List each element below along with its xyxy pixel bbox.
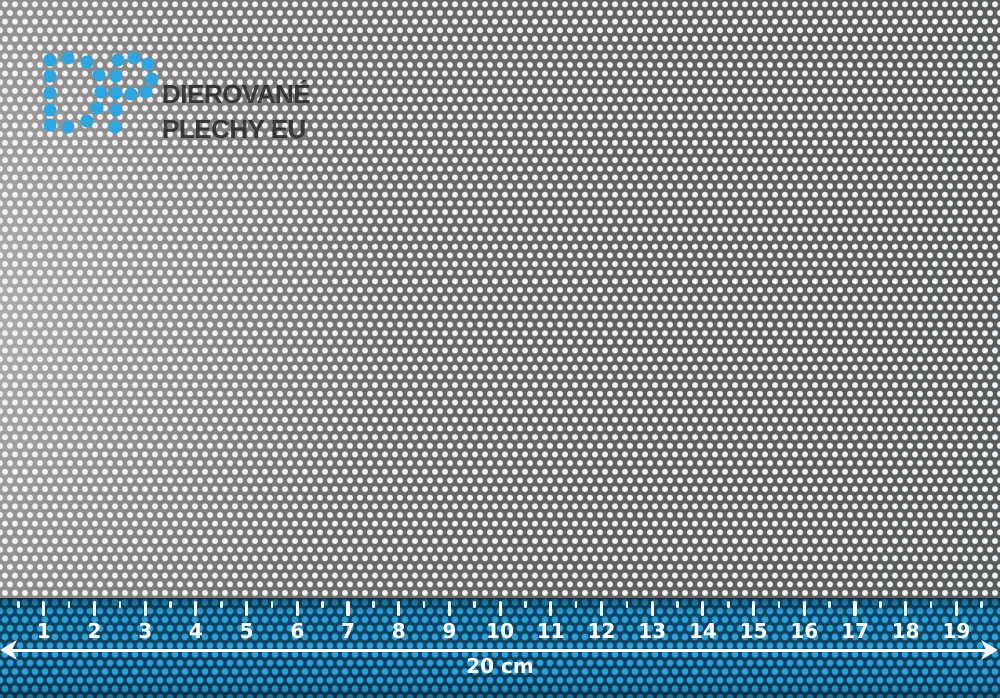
ruler-tick-major: [549, 601, 553, 616]
ruler-tick-major: [447, 601, 451, 616]
ruler-number: 6: [290, 619, 305, 643]
ruler-tick-minor: [524, 601, 527, 608]
ruler-tick-major: [904, 601, 908, 616]
ruler-tick-major: [92, 601, 97, 616]
ruler-number: 5: [239, 619, 254, 643]
ruler-tick-minor: [270, 601, 274, 608]
ruler-number: 4: [188, 619, 203, 643]
ruler-number: 15: [739, 619, 768, 643]
ruler-tick-minor: [879, 601, 882, 608]
ruler-tick-minor: [169, 601, 172, 608]
ruler-number: 17: [841, 619, 869, 643]
ruler-number: 10: [486, 619, 515, 643]
ruler-number: 1: [36, 619, 51, 643]
ruler-number: 3: [138, 619, 153, 643]
ruler-number: 2: [87, 619, 102, 643]
ruler-number: 18: [891, 619, 920, 643]
ruler-tick-major: [245, 601, 249, 616]
ruler-tick-major: [295, 601, 299, 616]
ruler-tick-major: [954, 601, 958, 616]
ruler-number: 16: [790, 619, 819, 643]
ruler-tick-major: [397, 601, 401, 616]
ruler-tick-major: [701, 601, 705, 616]
ruler-length-label: 20 cm: [466, 654, 534, 678]
ruler-tick-minor: [473, 601, 477, 608]
ruler-number: 14: [688, 619, 717, 643]
ruler-number: 8: [391, 619, 406, 643]
ruler-tick-minor: [422, 601, 426, 608]
ruler-number: 9: [442, 619, 457, 643]
ruler-tick-major: [346, 601, 350, 616]
ruler-tick-minor: [574, 601, 578, 608]
ruler-tick-major: [752, 601, 756, 616]
ruler-tick-major: [143, 601, 147, 616]
ruler-tick-minor: [321, 601, 324, 608]
ruler-number: 19: [942, 619, 971, 643]
ruler-tick-minor: [676, 601, 679, 608]
ruler-tick-minor: [118, 601, 122, 608]
ruler-tick-major: [42, 601, 46, 616]
ruler-tick-minor: [828, 601, 831, 608]
ruler-tick-minor: [372, 601, 375, 608]
ruler-number: 11: [536, 619, 565, 643]
ruler-number: 12: [587, 619, 616, 643]
ruler-number: 7: [341, 619, 355, 643]
ruler-tick-major: [194, 601, 198, 616]
ruler-tick-major: [599, 601, 604, 616]
ruler-tick-minor: [929, 601, 933, 608]
brand-name-line1: DIEROVANÉ: [162, 79, 311, 109]
ruler-tick-minor: [219, 601, 223, 608]
ruler-tick-minor: [67, 601, 71, 608]
ruler-tick-major: [802, 601, 806, 616]
brand-logo-text: DIEROVANÉ PLECHY EU: [162, 77, 311, 147]
ruler-overlay: 1 2 3 4 5 6 7 8 9 10 11 12 13 14 15 16 17 18 19 20 cm: [0, 598, 1000, 698]
ruler-tick-minor: [726, 601, 730, 608]
ruler-tick-minor: [17, 601, 20, 608]
ruler-tick-minor: [625, 601, 629, 608]
ruler-number: 13: [638, 619, 667, 643]
brand-name-line2: PLECHY EU: [162, 114, 306, 144]
ruler-tick-major: [853, 601, 857, 616]
ruler-tick-major: [650, 601, 654, 616]
ruler-tick-minor: [777, 601, 781, 608]
ruler-tick-minor: [980, 601, 984, 608]
measure-arrow-line: [7, 649, 993, 652]
ruler-tick-major: [498, 601, 502, 616]
